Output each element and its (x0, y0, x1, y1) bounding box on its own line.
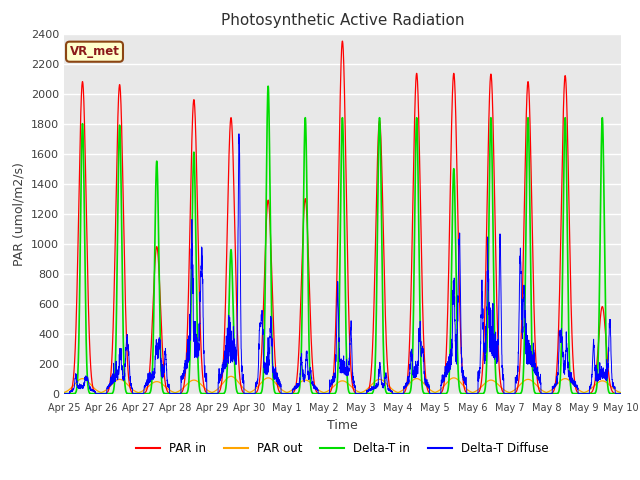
X-axis label: Time: Time (327, 419, 358, 432)
Title: Photosynthetic Active Radiation: Photosynthetic Active Radiation (221, 13, 464, 28)
Y-axis label: PAR (umol/m2/s): PAR (umol/m2/s) (12, 162, 26, 265)
Text: VR_met: VR_met (70, 45, 120, 58)
Legend: PAR in, PAR out, Delta-T in, Delta-T Diffuse: PAR in, PAR out, Delta-T in, Delta-T Dif… (131, 437, 554, 460)
